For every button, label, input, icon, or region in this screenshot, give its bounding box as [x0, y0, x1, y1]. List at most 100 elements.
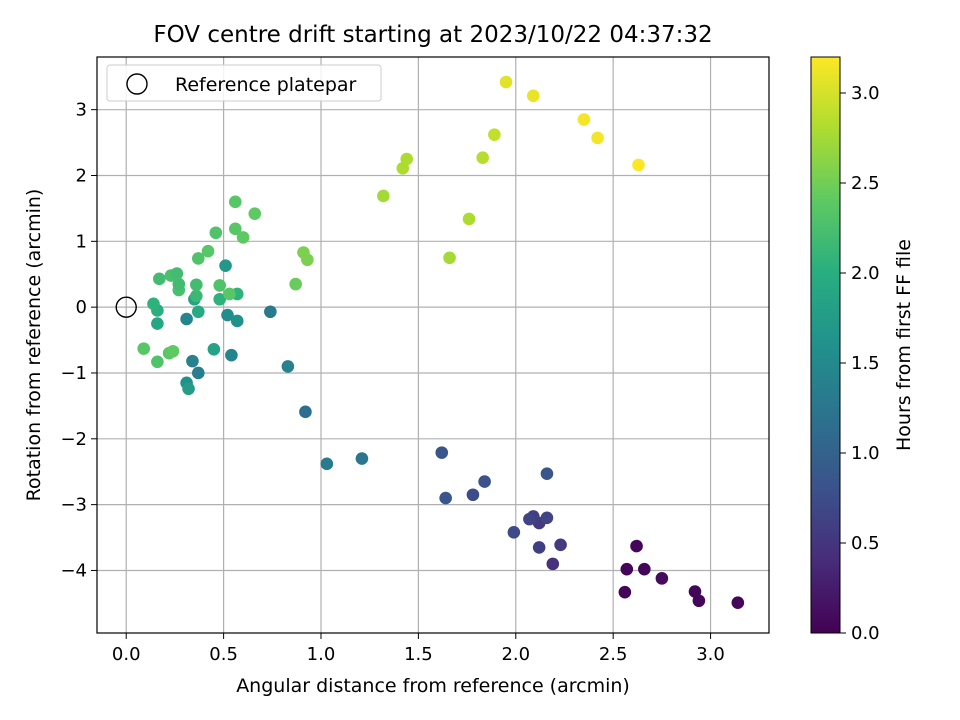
colorbar-tick-label: 0.0	[851, 623, 880, 644]
data-points	[137, 75, 745, 610]
legend-box	[106, 64, 382, 102]
data-point	[182, 382, 195, 396]
data-point	[228, 222, 242, 236]
data-point	[540, 467, 554, 480]
x-tick-label: 1.5	[404, 644, 433, 665]
x-tick-label: 3.0	[696, 644, 725, 665]
data-point	[620, 562, 634, 576]
y-axis: −4 −3 −2 −1 0 1 2 3	[60, 100, 97, 581]
data-point	[523, 512, 536, 526]
data-point	[462, 212, 476, 226]
data-point	[630, 539, 643, 553]
data-point	[190, 289, 203, 303]
data-point	[299, 405, 312, 419]
data-point	[191, 305, 205, 319]
x-axis-label: Angular distance from reference (arcmin)	[236, 675, 630, 697]
colorbar-tick-label: 1.5	[851, 353, 880, 374]
data-point	[692, 594, 706, 608]
data-point	[632, 158, 645, 172]
data-point	[439, 491, 452, 505]
data-point	[499, 75, 513, 89]
y-tick-label: −2	[60, 429, 87, 450]
data-point	[264, 305, 277, 319]
data-point	[638, 562, 651, 576]
data-point	[320, 457, 334, 471]
data-point	[180, 312, 193, 326]
data-point	[281, 360, 295, 373]
data-point	[172, 277, 186, 291]
y-tick-label: 2	[76, 165, 87, 186]
plot-area-frame	[96, 56, 770, 634]
data-point	[618, 585, 632, 599]
x-tick-label: 0.0	[112, 644, 141, 665]
data-point	[466, 488, 480, 502]
data-point	[488, 128, 501, 141]
data-point	[476, 151, 489, 165]
y-axis-label: Rotation from reference (arcmin)	[23, 189, 45, 502]
grid-lines	[97, 57, 769, 633]
data-point	[478, 475, 491, 488]
data-point	[355, 452, 369, 465]
x-tick-label: 2.5	[599, 644, 628, 665]
data-point	[213, 292, 227, 306]
legend: Reference platepar	[106, 64, 382, 102]
data-point	[230, 314, 244, 328]
data-point	[546, 557, 560, 571]
colorbar-ticks: 0.0 0.5 1.0 1.5 2.0 2.5 3.0	[840, 83, 880, 644]
data-point	[151, 355, 164, 369]
y-tick-label: 0	[76, 297, 87, 318]
data-point	[591, 131, 604, 145]
x-axis: 0.0 0.5 1.0 1.5 2.0 2.5 3.0	[112, 633, 725, 665]
data-point	[248, 207, 262, 220]
data-point	[301, 253, 314, 267]
colorbar-tick-label: 2.0	[851, 263, 880, 284]
data-point	[207, 342, 221, 356]
data-point	[228, 195, 242, 209]
data-point	[443, 251, 456, 265]
data-point	[213, 279, 227, 292]
data-point	[186, 354, 199, 368]
data-point	[166, 344, 180, 358]
data-point	[400, 152, 414, 166]
reference-platepar-marker	[115, 296, 137, 318]
colorbar-tick-label: 0.5	[851, 533, 880, 554]
colorbar-tick-label: 1.0	[851, 443, 880, 464]
data-point	[527, 89, 540, 103]
data-point	[191, 252, 205, 265]
data-point	[289, 277, 302, 291]
data-point	[219, 259, 232, 272]
colorbar-label: Hours from first FF file	[893, 239, 915, 451]
data-point	[377, 189, 390, 203]
y-tick-label: −3	[60, 495, 87, 516]
data-point	[147, 297, 160, 311]
legend-label: Reference platepar	[175, 74, 357, 96]
x-tick-label: 0.5	[209, 644, 238, 665]
data-point	[190, 278, 203, 292]
colorbar-tick-label: 3.0	[851, 83, 880, 104]
data-point	[191, 366, 205, 380]
data-point	[655, 572, 669, 585]
data-point	[225, 348, 238, 362]
data-point	[170, 267, 184, 280]
data-point	[554, 538, 567, 552]
data-point	[137, 342, 151, 355]
colorbar-gradient	[810, 56, 841, 634]
data-point	[731, 596, 745, 610]
x-tick-label: 1.0	[307, 644, 336, 665]
data-point	[209, 226, 223, 240]
colorbar: 0.0 0.5 1.0 1.5 2.0 2.5 3.0 Hours from first F…	[810, 56, 915, 644]
y-tick-label: −1	[60, 363, 87, 384]
x-tick-label: 2.0	[501, 644, 530, 665]
y-tick-label: 3	[76, 100, 87, 121]
data-point	[151, 317, 164, 330]
data-point	[540, 511, 554, 525]
data-point	[236, 231, 250, 244]
legend-marker-open-circle	[126, 73, 148, 95]
y-tick-label: 1	[76, 231, 87, 252]
data-point	[435, 446, 449, 459]
data-point	[532, 541, 546, 554]
data-point	[153, 272, 166, 286]
data-point	[221, 308, 234, 322]
colorbar-tick-label: 2.5	[851, 173, 880, 194]
